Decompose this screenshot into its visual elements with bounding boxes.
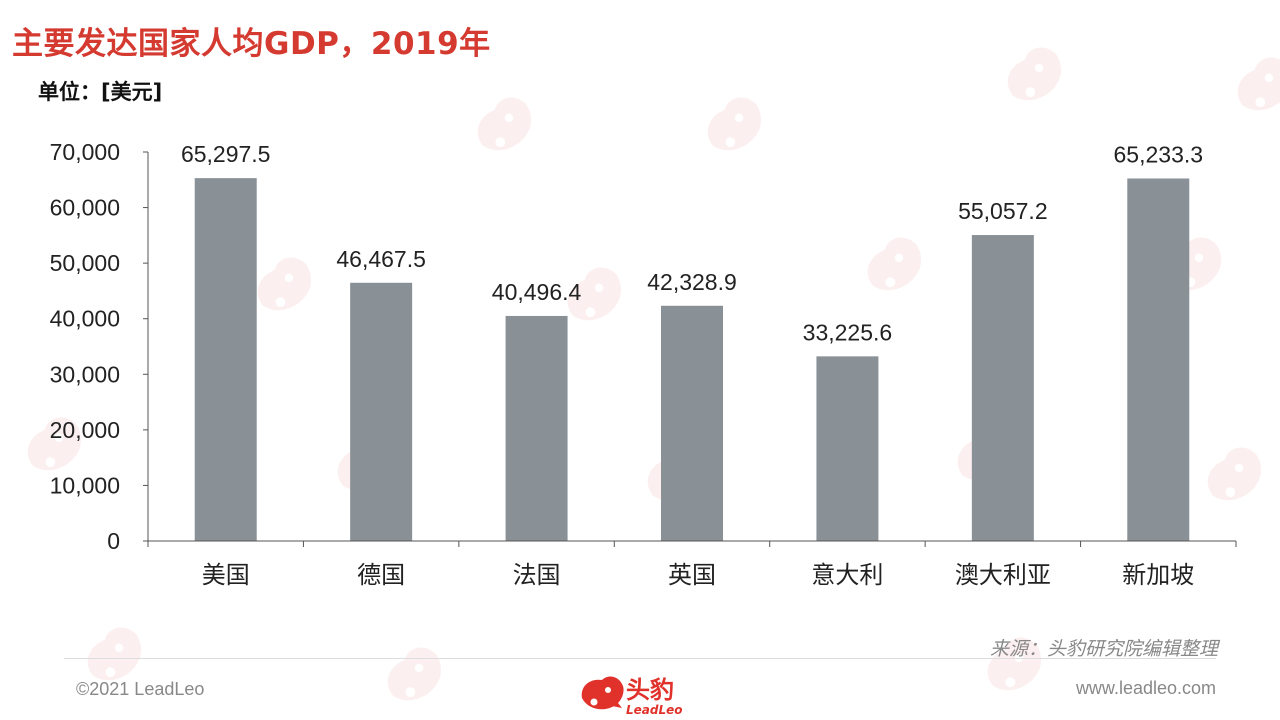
x-tick-label: 法国: [513, 561, 561, 589]
bars: 65,297.5 46,467.5 40,496.4 42,328.9 33,225.6…: [181, 141, 1204, 542]
unit-label: 单位：[美元]: [38, 80, 163, 104]
y-tick-label: 50,000: [50, 250, 120, 276]
logo-text: 头豹: [626, 676, 674, 704]
x-tick-label: 意大利: [811, 561, 883, 589]
y-tick-label: 0: [107, 528, 120, 554]
watermark-icon: [380, 640, 450, 715]
bar: [816, 356, 879, 541]
logo-subtext: LeadLeo: [626, 703, 683, 717]
data-label: 65,297.5: [181, 141, 271, 167]
y-tick-label: 60,000: [50, 195, 120, 221]
bar: [194, 178, 257, 542]
leopard-head-icon: [581, 676, 624, 710]
y-tick-label: 70,000: [50, 139, 120, 165]
website-link[interactable]: www.leadleo.com: [1075, 678, 1216, 698]
data-label: 42,328.9: [647, 269, 737, 295]
y-tick-label: 20,000: [50, 417, 120, 443]
data-label: 46,467.5: [336, 246, 426, 272]
bar: [661, 305, 723, 541]
x-tick-label: 德国: [357, 561, 405, 589]
data-label: 65,233.3: [1114, 141, 1204, 167]
y-axis: 0 10,000 20,000 30,000 40,000 50,000 60,000 70,…: [50, 139, 149, 554]
bar: [505, 315, 568, 541]
data-label: 33,225.6: [803, 319, 893, 345]
data-label: 55,057.2: [958, 198, 1048, 224]
bar: [350, 282, 413, 541]
bar: [1127, 178, 1190, 541]
y-tick-label: 30,000: [50, 361, 120, 387]
x-tick-label: 新加坡: [1122, 561, 1194, 589]
source-note: 来源：头豹研究院编辑整理: [989, 638, 1218, 660]
y-tick-label: 10,000: [50, 472, 120, 498]
bar: [971, 235, 1034, 541]
x-tick-label: 英国: [668, 561, 716, 589]
leadleo-logo: 头豹 LeadLeo: [581, 676, 683, 717]
page-title: 主要发达国家人均GDP，2019年: [12, 26, 491, 62]
footer-divider: [64, 658, 1216, 659]
x-tick-label: 美国: [202, 561, 250, 589]
bar-chart: 0 10,000 20,000 30,000 40,000 50,000 60,000 70,…: [50, 139, 1237, 589]
x-axis: 美国 德国 法国 英国 意大利 澳大利亚 新加坡: [147, 540, 1237, 589]
y-tick-label: 40,000: [50, 306, 120, 332]
copyright-text: ©2021 LeadLeo: [76, 679, 205, 699]
x-tick-label: 澳大利亚: [955, 561, 1051, 589]
data-label: 40,496.4: [492, 279, 582, 305]
